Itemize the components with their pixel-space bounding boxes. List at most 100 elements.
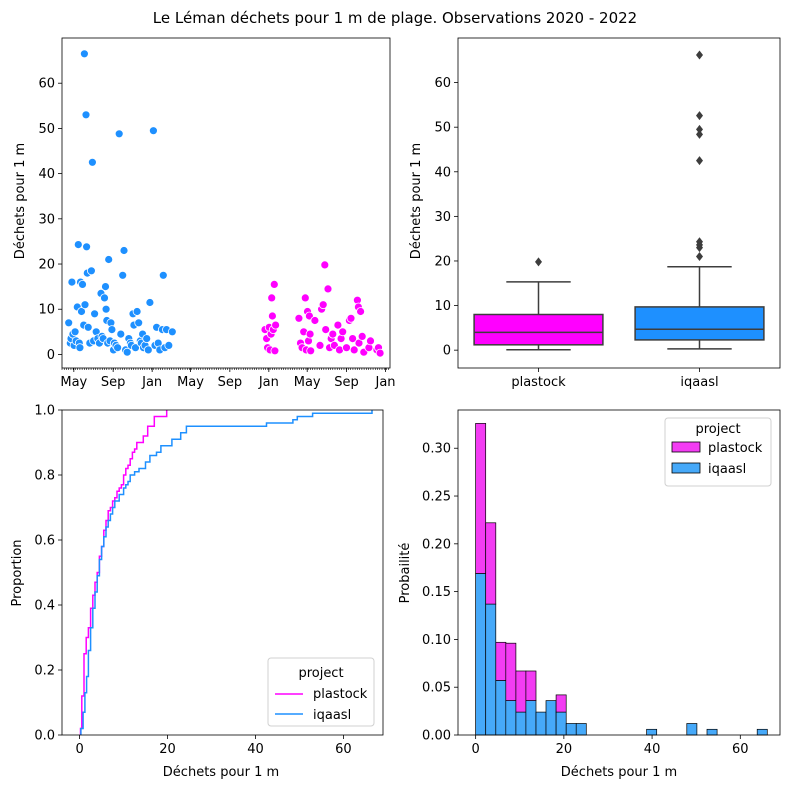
boxplot-axes: plastock iqaasl 0 10 20 30 40 50 60 [434,37,781,390]
box-outlier-iqaasl [696,50,703,60]
boxplot-xtick-label: plastock [511,375,566,390]
scatter-ytick-label: 20 [38,258,55,273]
ecdf-legend-title: project [298,666,343,681]
scatter-ytick-label: 10 [38,303,55,318]
boxplot-ytick-label: 20 [434,254,451,269]
histogram-panel: Probailité Déchets pour 1 m 0 20 40 600.000… [398,409,781,780]
boxplot-ytick-label: 50 [434,121,451,136]
histogram-bar-iqaasl [575,723,587,736]
ecdf-xtick-label: 40 [247,742,264,757]
scatter-point-plastock [320,260,330,270]
ecdf-ylabel: Proportion [10,539,25,606]
scatter-point-iqaasl [142,334,152,344]
scatter-point-iqaasl [88,157,97,167]
scatter-point-plastock [294,313,304,323]
scatter-point-iqaasl [80,49,89,59]
histogram-xlabel: Déchets pour 1 m [561,765,677,780]
scatter-axes: May Sep Jan May Sep Jan May Sep Jan 0 10 20 30 40 50 60 [38,37,396,390]
histogram-bar-iqaasl [535,711,547,736]
scatter-panel: Déchets pour 1 m May Sep Jan May Sep Jan May Se… [13,37,396,390]
scatter-point-plastock [328,329,338,339]
histogram-ylabel: Probailité [398,543,413,604]
histogram-ytick-label: 0.05 [422,681,451,696]
scatter-ytick-label: 50 [38,122,55,137]
scatter-point-iqaasl [107,325,117,335]
histogram-legend-iqaasl-label: iqaasl [708,462,746,477]
ecdf-panel: Proportion Déchets pour 1 m 0 20 40 60 0.0 0.… [10,404,384,780]
ecdf-marks [79,410,373,735]
scatter-xtick-label: Sep [101,375,126,390]
histogram-bar-iqaasl [686,723,698,736]
boxplot-panel: Déchets pour 1 m plastock iqaasl 0 10 20 30 40… [409,37,781,390]
scatter-point-plastock [321,325,331,335]
scatter-xtick-label: Sep [218,375,243,390]
histogram-xtick-label: 0 [472,742,480,757]
scatter-point-iqaasl [87,266,96,276]
box-outlier-iqaasl [696,124,703,134]
scatter-point-iqaasl [113,343,122,353]
histogram-ytick-label: 0.20 [422,537,451,552]
scatter-point-iqaasl [119,246,129,255]
histogram-bar-iqaasl [485,603,497,736]
histogram-bar-iqaasl [565,723,577,736]
scatter-point-plastock [315,340,325,350]
histogram-bar-iqaasl [525,700,537,736]
scatter-ylabel: Déchets pour 1 m [13,143,28,259]
scatter-point-plastock [346,313,356,323]
scatter-point-iqaasl [148,126,158,136]
histogram-bar-plastock [495,641,507,681]
ecdf-legend-frame [267,657,375,727]
box-outlier-iqaasl [696,156,703,166]
boxplot-ytick-label: 30 [434,210,451,225]
histogram-bar-plastock [555,694,567,713]
scatter-point-iqaasl [116,329,126,339]
ecdf-ytick-label: 0.2 [34,664,55,679]
scatter-xtick-label: Jan [375,375,396,390]
histogram-ytick-label: 0.30 [422,442,451,457]
boxplot-ytick-label: 0 [443,344,451,359]
scatter-xtick-label: May [177,375,204,390]
histogram-ytick-label: 0.10 [422,633,451,648]
scatter-point-iqaasl [167,327,177,337]
scatter-ytick-label: 0 [47,348,55,363]
scatter-point-plastock [318,300,328,310]
scatter-point-iqaasl [77,307,86,316]
histogram-legend-plastock-swatch [671,441,701,453]
boxplot-ytick-label: 40 [434,165,451,180]
scatter-point-iqaasl [73,240,83,250]
scatter-point-iqaasl [158,270,168,280]
scatter-point-iqaasl [64,318,74,328]
histogram-legend-iqaasl-swatch [671,462,701,474]
histogram-legend-title: project [695,422,740,437]
scatter-point-iqaasl [114,129,124,139]
scatter-point-iqaasl [83,322,93,332]
box-iqaasl [634,306,765,341]
histogram-bar-plastock [515,670,527,713]
histogram-bar-iqaasl [495,680,507,736]
scatter-point-plastock [306,346,316,356]
scatter-point-plastock [349,345,359,355]
histogram-bar-plastock [525,670,537,701]
histogram-bar-iqaasl [475,573,487,736]
scatter-point-plastock [267,293,277,303]
figure-title: Le Léman déchets pour 1 m de plage. Obse… [153,9,637,27]
histogram-bar-iqaasl [545,700,557,736]
box-outlier-plastock [535,257,542,267]
ecdf-xtick-label: 0 [75,742,83,757]
histogram-ytick-label: 0.00 [422,729,451,744]
scatter-point-iqaasl [90,309,99,319]
scatter-point-plastock [348,334,358,344]
scatter-point-plastock [366,336,375,346]
histogram-frame [457,409,781,736]
scatter-point-plastock [338,327,348,337]
histogram-bar-iqaasl [646,728,658,736]
box-outlier-iqaasl [696,111,703,121]
scatter-xtick-label: Jan [141,375,162,390]
ecdf-ytick-label: 0.6 [34,534,55,549]
scatter-point-iqaasl [145,298,155,307]
ecdf-ytick-label: 0.4 [34,599,55,614]
scatter-point-iqaasl [134,318,144,328]
histogram-bar-plastock [475,423,487,574]
scatter-point-plastock [270,346,280,356]
histogram-bar-plastock [485,522,497,605]
